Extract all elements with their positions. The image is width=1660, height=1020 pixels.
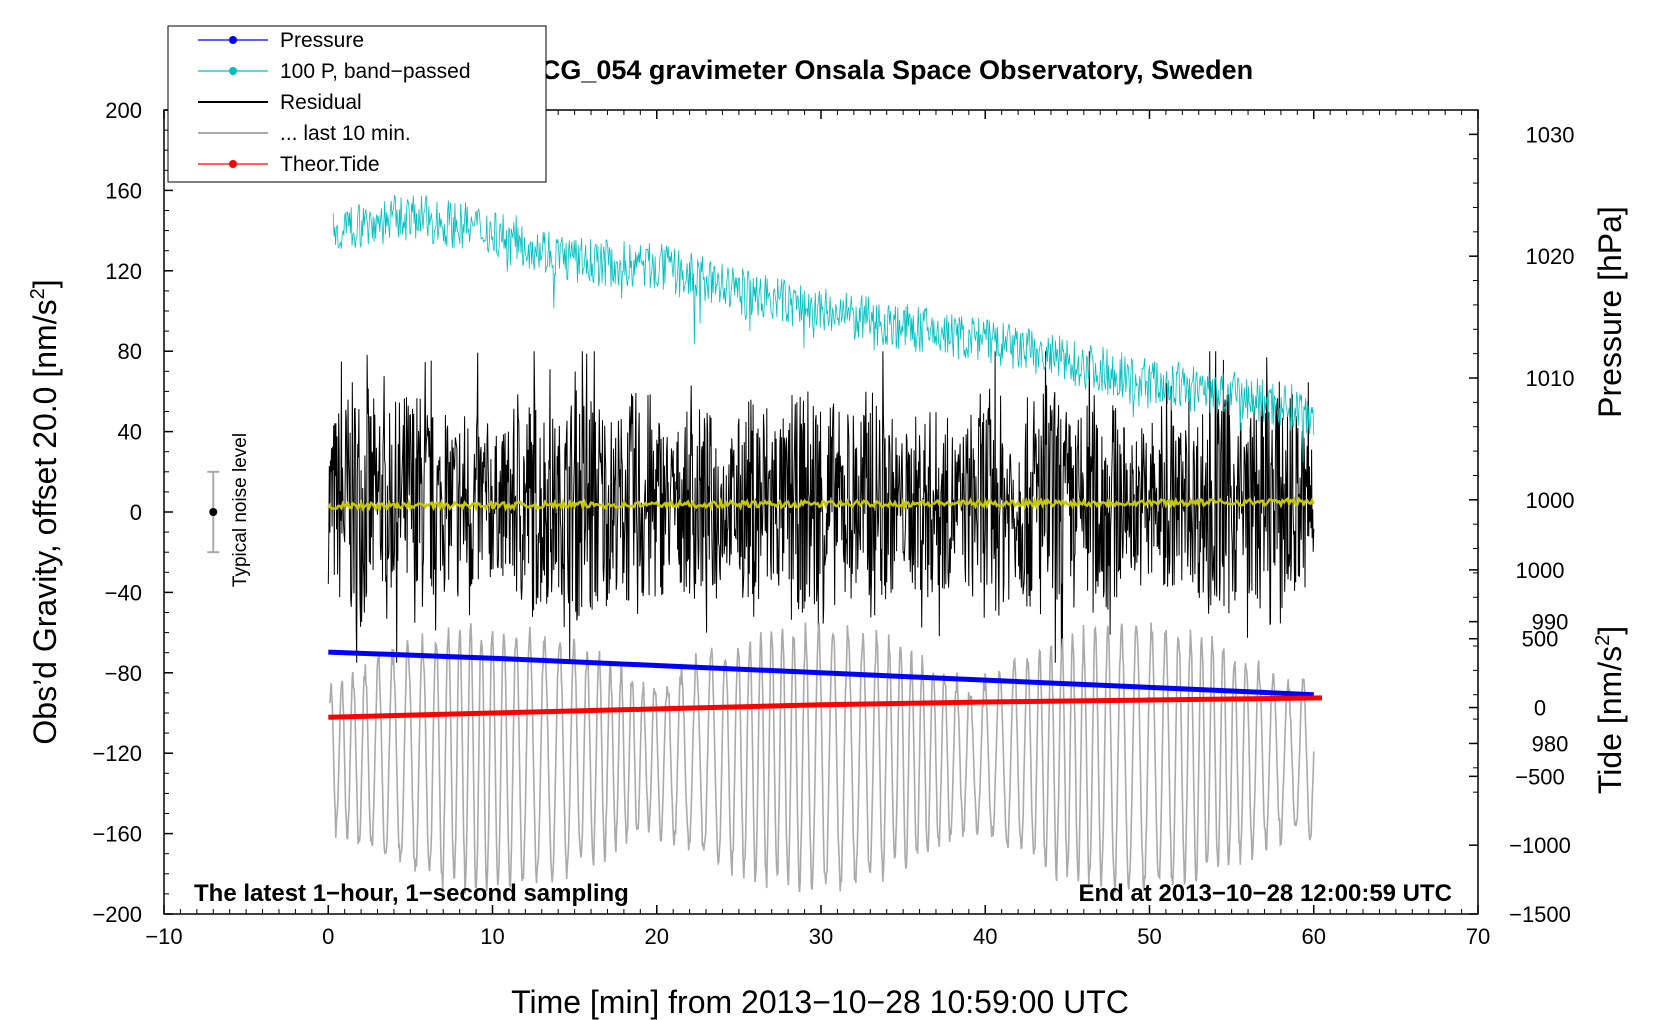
pressure-tick-label: 1010	[1526, 366, 1575, 391]
theoretical-tide-line	[328, 695, 1323, 720]
tide-axis-label-text: Tide [nm/s	[1592, 646, 1628, 794]
y-tick-label: 40	[118, 420, 142, 445]
chart-title: SCG_054 gravimeter Onsala Space Observat…	[523, 55, 1253, 85]
tide-axis-label-superscript: 2	[1592, 635, 1614, 646]
legend-label: Pressure	[280, 29, 364, 52]
x-tick-label: 30	[809, 924, 833, 949]
x-axis-ticks: −10 0 10 20 30 40 50 60 70	[145, 110, 1490, 949]
pressure-tick-label: 980	[1532, 731, 1569, 756]
x-tick-label: 20	[645, 924, 669, 949]
y-tick-label: 200	[105, 98, 142, 123]
y-axis-label: Obs’d Gravity, offset 20.0 [nm/s2]	[27, 279, 63, 744]
x-tick-label: 60	[1302, 924, 1326, 949]
y-tick-label: −160	[92, 822, 142, 847]
x-tick-label: 70	[1466, 924, 1490, 949]
pressure-tick-label: 1020	[1526, 244, 1575, 269]
legend-marker	[229, 36, 237, 44]
legend-label: Theor.Tide	[280, 153, 380, 176]
pressure-tick-label: 1030	[1526, 122, 1575, 147]
y-tick-label: 160	[105, 178, 142, 203]
y-tick-label: 80	[118, 339, 142, 364]
tide-axis-ticks: −1500 −1000 −500 0 500 1000	[1469, 558, 1571, 927]
noise-level-indicator	[207, 470, 220, 554]
y-axis-label-text: Obs’d Gravity, offset 20.0 [nm/s	[27, 299, 63, 744]
legend: Pressure 100 P, band−passed Residual ... la…	[167, 25, 547, 183]
legend-box	[167, 25, 547, 183]
tide-axis-label: Tide [nm/s2]	[1592, 626, 1628, 794]
y-axis-label-superscript: 2	[27, 288, 49, 299]
annotation-end-time: End at 2013−10−28 12:00:59 UTC	[1078, 880, 1452, 907]
x-tick-label: 40	[973, 924, 997, 949]
tide-tick-label: −1000	[1509, 833, 1571, 858]
band-passed-pressure-line	[332, 195, 1315, 463]
series-layer	[327, 195, 1323, 895]
tide-axis-label-end: ]	[1592, 626, 1628, 635]
y-axis-ticks: −200 −160 −120 −80 −40 0 40 80 120 160 200	[92, 98, 173, 927]
y-tick-label: −200	[92, 902, 142, 927]
pressure-axis-label: Pressure [hPa]	[1592, 206, 1628, 418]
tide-tick-label: 0	[1534, 696, 1546, 721]
y-tick-label: 120	[105, 259, 142, 284]
y-tick-label: −40	[105, 580, 142, 605]
x-tick-label: 50	[1137, 924, 1161, 949]
x-tick-label: −10	[145, 924, 182, 949]
y-tick-label: 0	[130, 500, 142, 525]
x-tick-label: 0	[322, 924, 334, 949]
pressure-axis-ticks: 980 990 1000 1010 1020 1030	[1469, 122, 1574, 756]
legend-label: ... last 10 min.	[280, 122, 411, 145]
tide-tick-label: −1500	[1509, 902, 1571, 927]
y-tick-label: −120	[92, 741, 142, 766]
tide-tick-label: 1000	[1516, 558, 1565, 583]
pressure-tick-label: 990	[1532, 610, 1569, 635]
x-tick-label: 10	[480, 924, 504, 949]
y-axis-label-end: ]	[27, 279, 63, 288]
annotation-sampling: The latest 1−hour, 1−second sampling	[194, 880, 629, 907]
noise-level-label: Typical noise level	[230, 433, 251, 587]
noise-center-dot	[209, 508, 218, 516]
x-axis-label: Time [min] from 2013−10−28 10:59:00 UTC	[511, 984, 1129, 1020]
tide-tick-label: 500	[1522, 627, 1559, 652]
tide-tick-label: −500	[1515, 764, 1565, 789]
y-tick-label: −80	[105, 661, 142, 686]
pressure-tick-label: 1000	[1526, 488, 1575, 513]
residual-line	[327, 351, 1315, 663]
legend-label: 100 P, band−passed	[280, 60, 471, 83]
pressure-line	[328, 649, 1314, 698]
legend-label: Residual	[280, 91, 362, 114]
legend-marker	[229, 67, 237, 75]
residual-smoothed-line	[327, 496, 1315, 513]
legend-marker	[229, 160, 237, 168]
last-10-min-line	[329, 622, 1315, 895]
